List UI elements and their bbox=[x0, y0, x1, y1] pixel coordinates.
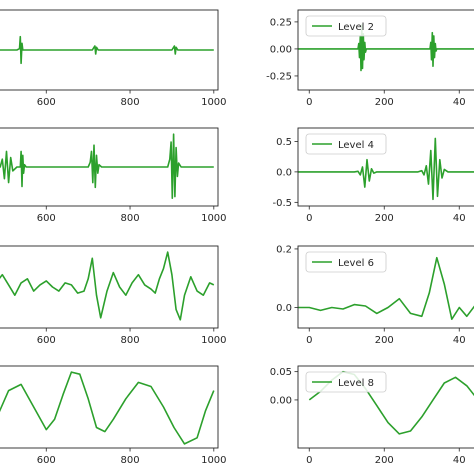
x-tick-label: 800 bbox=[120, 335, 139, 346]
series-line bbox=[0, 35, 214, 65]
legend-box bbox=[305, 251, 387, 273]
x-tick-label: 600 bbox=[37, 213, 56, 224]
axes-frame bbox=[0, 127, 219, 207]
y-tick-label: 0.25 bbox=[270, 17, 292, 28]
x-tick-label: 0 bbox=[306, 97, 312, 108]
axes-frame bbox=[297, 127, 474, 207]
y-tick-label: -0.5 bbox=[272, 198, 292, 209]
x-tick-label: 1000 bbox=[201, 455, 226, 466]
y-tick-label: 0.00 bbox=[270, 395, 292, 406]
panel-left-2: 600 800 1000 bbox=[0, 127, 227, 224]
panel-right-3: 0 200 40 0.2 0.0 Level 6 bbox=[276, 244, 474, 346]
series-line bbox=[0, 251, 215, 321]
y-tick-label: 0.00 bbox=[270, 44, 292, 55]
x-tick-label: 200 bbox=[375, 213, 394, 224]
x-tick-label: 1000 bbox=[201, 97, 226, 108]
legend-label: Level 8 bbox=[338, 378, 374, 389]
x-tick-label: 40 bbox=[453, 455, 466, 466]
x-tick-label: 200 bbox=[375, 97, 394, 108]
series-line bbox=[298, 137, 474, 201]
y-tick-label: 0.0 bbox=[276, 167, 292, 178]
axes-frame bbox=[0, 365, 219, 449]
legend-box bbox=[305, 371, 387, 393]
y-tick-label: 0.2 bbox=[276, 244, 292, 255]
y-tick-label: 0.0 bbox=[276, 303, 292, 314]
legend-box bbox=[305, 133, 387, 155]
axes-frame bbox=[297, 365, 474, 449]
y-tick-label: -0.25 bbox=[266, 71, 292, 82]
x-tick-label: 800 bbox=[120, 97, 139, 108]
x-tick-label: 0 bbox=[306, 335, 312, 346]
series-line bbox=[298, 256, 474, 320]
x-tick-label: 0 bbox=[306, 213, 312, 224]
panel-left-4: 600 800 1000 bbox=[0, 365, 227, 466]
panel-left-1: 600 800 1000 bbox=[0, 9, 227, 108]
panel-left-3: 600 800 1000 bbox=[0, 245, 227, 346]
legend-box bbox=[305, 15, 387, 37]
x-tick-label: 200 bbox=[375, 335, 394, 346]
legend-label: Level 4 bbox=[338, 140, 374, 151]
series-line bbox=[0, 133, 214, 199]
series-line bbox=[0, 371, 215, 445]
x-tick-label: 40 bbox=[453, 335, 466, 346]
x-tick-label: 40 bbox=[453, 97, 466, 108]
x-tick-label: 40 bbox=[453, 213, 466, 224]
panel-right-1: 0 200 40 0.25 0.00 -0.25 Level 2 bbox=[266, 9, 474, 108]
legend-label: Level 6 bbox=[338, 258, 374, 269]
x-tick-label: 200 bbox=[375, 455, 394, 466]
axes-frame bbox=[297, 245, 474, 329]
x-tick-label: 0 bbox=[306, 455, 312, 466]
x-tick-label: 1000 bbox=[201, 213, 226, 224]
axes-frame bbox=[297, 9, 474, 91]
panel-right-4: 0 200 40 0.05 0.00 Level 8 bbox=[270, 365, 474, 466]
axes-frame bbox=[0, 245, 219, 329]
x-tick-label: 1000 bbox=[201, 335, 226, 346]
x-tick-label: 800 bbox=[120, 455, 139, 466]
y-tick-label: 0.5 bbox=[276, 137, 292, 148]
panel-right-2: 0 200 40 0.5 0.0 -0.5 Level 4 bbox=[272, 127, 474, 224]
x-tick-label: 600 bbox=[37, 455, 56, 466]
y-tick-label: 0.05 bbox=[270, 367, 292, 378]
x-tick-label: 600 bbox=[37, 97, 56, 108]
x-tick-label: 800 bbox=[120, 213, 139, 224]
axes-frame bbox=[0, 9, 219, 91]
x-tick-label: 600 bbox=[37, 335, 56, 346]
legend-label: Level 2 bbox=[338, 22, 374, 33]
series-line bbox=[298, 24, 474, 72]
